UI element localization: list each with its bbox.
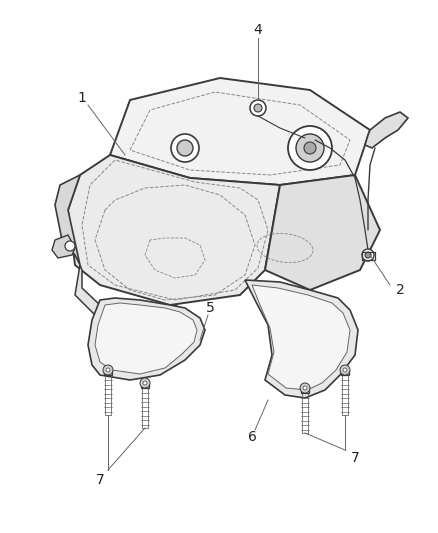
- Polygon shape: [110, 78, 370, 185]
- Circle shape: [171, 134, 199, 162]
- Circle shape: [288, 126, 332, 170]
- Polygon shape: [55, 175, 80, 265]
- Polygon shape: [95, 303, 197, 374]
- Circle shape: [106, 368, 110, 372]
- Circle shape: [362, 249, 374, 261]
- Circle shape: [140, 378, 150, 388]
- Text: 4: 4: [254, 23, 262, 37]
- Polygon shape: [141, 383, 149, 388]
- Polygon shape: [341, 370, 349, 375]
- Polygon shape: [265, 175, 380, 290]
- Circle shape: [177, 140, 193, 156]
- Circle shape: [300, 383, 310, 393]
- Polygon shape: [104, 370, 112, 375]
- Circle shape: [303, 386, 307, 390]
- Polygon shape: [52, 235, 75, 258]
- Text: 1: 1: [78, 91, 86, 105]
- Polygon shape: [301, 388, 309, 393]
- Polygon shape: [75, 265, 180, 325]
- Circle shape: [103, 365, 113, 375]
- Text: 6: 6: [247, 430, 256, 444]
- Circle shape: [296, 134, 324, 162]
- Circle shape: [340, 365, 350, 375]
- Polygon shape: [252, 285, 350, 390]
- Circle shape: [304, 142, 316, 154]
- Polygon shape: [68, 155, 280, 305]
- Circle shape: [65, 241, 75, 251]
- Text: 7: 7: [95, 473, 104, 487]
- Text: 7: 7: [351, 451, 359, 465]
- Circle shape: [365, 252, 371, 258]
- Polygon shape: [365, 112, 408, 148]
- Polygon shape: [88, 298, 205, 380]
- Polygon shape: [245, 280, 358, 398]
- Text: 5: 5: [205, 301, 214, 315]
- Circle shape: [343, 368, 347, 372]
- Circle shape: [143, 381, 147, 385]
- Circle shape: [254, 104, 262, 112]
- Text: 2: 2: [396, 283, 404, 297]
- Circle shape: [250, 100, 266, 116]
